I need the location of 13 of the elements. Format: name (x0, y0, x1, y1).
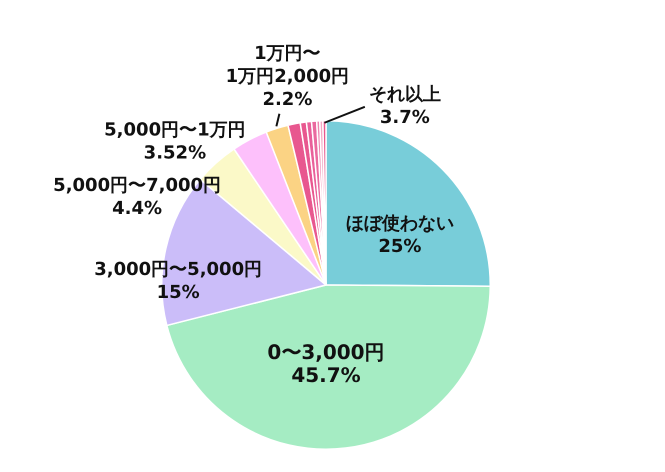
text: それ以上 3.7% (368, 84, 441, 128)
slice-label: 1万円〜 1万円2,000円 (226, 42, 350, 87)
data-label: 4.4% (112, 198, 162, 220)
slice-label: 5,000円〜1万円 (104, 119, 246, 140)
data-label: 45.7% (291, 363, 361, 388)
slice-label: 3,000円〜5,000円 (94, 258, 262, 280)
data-label: 25% (378, 236, 422, 257)
slice-label: 5,000円〜7,000円 (53, 175, 222, 196)
slice-label: ほぼ使わない (346, 212, 454, 234)
slice-label: 0〜3,000円 (267, 340, 385, 364)
data-label: 15% (156, 282, 200, 303)
data-label: 2.2% (262, 88, 312, 110)
data-label: 3.52% (144, 142, 206, 164)
